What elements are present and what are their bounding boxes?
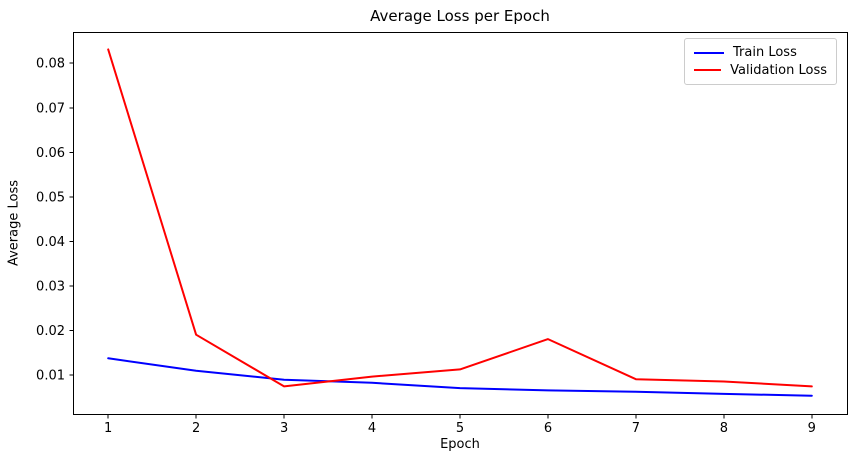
train-loss-line [107,357,813,397]
legend-item-validation-loss: Validation Loss [694,63,827,78]
y-tick-label: 0.07 [36,101,65,116]
x-tick-label: 4 [368,421,376,436]
x-tick-label: 5 [456,421,464,436]
y-tick-label: 0.01 [36,369,65,384]
validation-loss-line [107,48,813,388]
x-axis-label: Epoch [440,437,480,452]
legend: Train Loss Validation Loss [684,38,837,85]
y-tick-label: 0.04 [36,235,65,250]
x-tick-label: 3 [280,421,288,436]
y-tick-label: 0.08 [36,57,65,72]
train-loss-line-swatch [694,51,724,54]
chart-title: Average Loss per Epoch [370,7,550,25]
x-tick-label: 6 [544,421,552,436]
legend-label-validation-loss: Validation Loss [730,62,827,78]
y-tick-label: 0.05 [36,190,65,205]
x-tick-label: 7 [632,421,640,436]
legend-label-train-loss: Train Loss [733,45,797,61]
validation-loss-line-swatch [694,69,722,72]
legend-item-train-loss: Train Loss [694,45,827,60]
x-tick-label: 9 [808,421,816,436]
x-tick-label: 8 [720,421,728,436]
x-tick-label: 2 [192,421,200,436]
y-tick-label: 0.02 [36,324,65,339]
y-tick-label: 0.06 [36,146,65,161]
y-tick-label: 0.03 [36,280,65,295]
axes-frame [73,32,848,415]
x-tick-label: 1 [104,421,112,436]
